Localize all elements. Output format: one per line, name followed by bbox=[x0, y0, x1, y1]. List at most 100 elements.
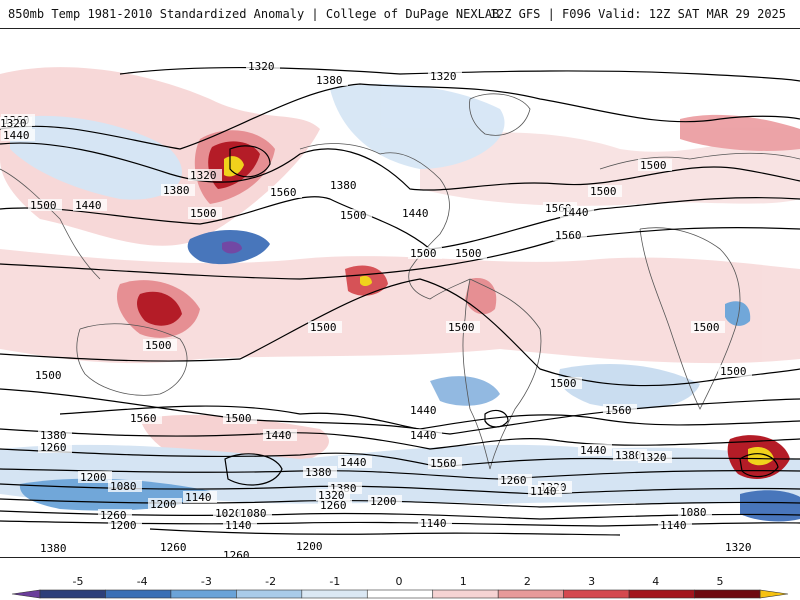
colorbar-swatch bbox=[301, 589, 368, 599]
contour-label: 1140 bbox=[420, 517, 447, 530]
anomaly-shading bbox=[0, 67, 800, 522]
contour-label: 1500 bbox=[145, 339, 172, 352]
contour-labels: 1320138013201260132014401500150014401380… bbox=[0, 60, 757, 558]
contour-label: 1260 bbox=[223, 549, 250, 558]
warm-spot-europe bbox=[680, 114, 800, 151]
colorbar-tick-label: -1 bbox=[329, 575, 341, 588]
contour-label-bg bbox=[143, 339, 177, 351]
anomaly-map: 1320138013201260132014401500150014401380… bbox=[0, 28, 800, 558]
coast-north-america bbox=[299, 143, 471, 300]
warm-area-tropics bbox=[0, 249, 800, 364]
contour-label-bg bbox=[308, 321, 342, 333]
contour-label-bg bbox=[446, 321, 480, 333]
contour-label: 1260 bbox=[320, 499, 347, 512]
contour-label: 1500 bbox=[35, 369, 62, 382]
coastlines bbox=[0, 93, 800, 470]
contour-label-bg bbox=[418, 517, 452, 529]
contour-label-bg bbox=[148, 498, 182, 510]
contour-label: 1380 bbox=[305, 466, 332, 479]
contour-label-bg bbox=[428, 70, 462, 82]
map-svg: 1320138013201260132014401500150014401380… bbox=[0, 60, 800, 558]
contour-label: 1560 bbox=[130, 412, 157, 425]
contour-label: 1380 bbox=[316, 74, 343, 87]
contour-low-alaska bbox=[229, 145, 271, 178]
contour-low-indian bbox=[739, 453, 779, 478]
header: 850mb Temp 1981-2010 Standardized Anomal… bbox=[0, 0, 800, 28]
contour-label-bg bbox=[158, 541, 192, 553]
colorbar-tick-label: 0 bbox=[395, 575, 403, 588]
cold-core-southern-2 bbox=[740, 490, 800, 522]
contour-label: 1560 bbox=[555, 229, 582, 242]
contour-label: 1140 bbox=[530, 485, 557, 498]
contour-label: 1260 bbox=[500, 474, 527, 487]
contour-label-bg bbox=[223, 412, 257, 424]
contour-label: 1260 bbox=[160, 541, 187, 554]
contour-label: 1500 bbox=[340, 209, 367, 222]
contour-1500-subtropics bbox=[0, 278, 800, 387]
colorbar-swatch bbox=[236, 589, 303, 599]
contour-1440-south bbox=[0, 428, 800, 450]
contour-label: 1200 bbox=[370, 495, 397, 508]
cold-core-africa bbox=[725, 301, 751, 326]
contour-label: 1440 bbox=[410, 404, 437, 417]
contour-label-bg bbox=[221, 549, 255, 557]
colorbar-max-arrow bbox=[759, 589, 789, 599]
contour-label: 1200 bbox=[296, 540, 323, 553]
colorbar-tick-label: 5 bbox=[716, 575, 724, 588]
contour-label-bg bbox=[33, 369, 67, 381]
warm-core-central-am-extreme bbox=[360, 275, 372, 286]
map-title: 850mb Temp 1981-2010 Standardized Anomal… bbox=[8, 7, 500, 21]
contour-label-bg bbox=[238, 507, 272, 519]
contour-label-bg bbox=[328, 179, 362, 191]
colorbar-swatch bbox=[170, 589, 237, 599]
contour-label: 1500 bbox=[190, 207, 217, 220]
colorbar-tick-label: -5 bbox=[72, 575, 84, 588]
contour-label-bg bbox=[678, 506, 712, 518]
contour-label-bg bbox=[691, 321, 725, 333]
contour-low-s-atlantic bbox=[484, 409, 509, 428]
contour-label-bg bbox=[108, 480, 142, 492]
colorbar-swatch bbox=[563, 589, 630, 599]
colorbar-swatch bbox=[694, 589, 761, 599]
warm-core-alaska-extreme bbox=[224, 156, 244, 177]
colorbar-tick-label: -3 bbox=[200, 575, 212, 588]
contour-label-bg bbox=[183, 491, 217, 503]
colorbar-swatch bbox=[39, 589, 106, 599]
colorbar-swatch bbox=[432, 589, 499, 599]
contour-low-south-pacific bbox=[224, 453, 283, 486]
contour-label: 1440 bbox=[340, 456, 367, 469]
colorbar-tick-label: -4 bbox=[136, 575, 148, 588]
contour-label-bg bbox=[263, 429, 297, 441]
contour-label: 1200 bbox=[150, 498, 177, 511]
contour-1560-tropics bbox=[0, 227, 800, 280]
contour-label: 1080 bbox=[240, 507, 267, 520]
contour-label: 1440 bbox=[410, 429, 437, 442]
contour-label: 1080 bbox=[680, 506, 707, 519]
contour-label: 1560 bbox=[430, 457, 457, 470]
colorbar-min-arrow bbox=[11, 589, 41, 599]
contour-label-bg bbox=[268, 186, 302, 198]
contour-label: 1500 bbox=[720, 365, 747, 378]
contour-label: 1260 bbox=[40, 441, 67, 454]
contour-label-bg bbox=[38, 542, 72, 554]
colorbar-swatch bbox=[105, 589, 172, 599]
contour-label: 1020 bbox=[215, 507, 242, 520]
contour-label-bg bbox=[28, 199, 62, 211]
colorbar-labels: -5 -4 -3 -2 -1 0 1 2 3 4 5 bbox=[0, 575, 800, 589]
contour-1200-south bbox=[0, 498, 800, 508]
contour-label: 1380 bbox=[615, 449, 642, 462]
coast-australia bbox=[76, 323, 188, 396]
contour-label-bg bbox=[638, 451, 672, 463]
contour-label: 1320 bbox=[640, 451, 667, 464]
colorbar-swatch bbox=[628, 589, 695, 599]
contour-label: 1080 bbox=[110, 480, 137, 493]
contour-label: 1500 bbox=[640, 159, 667, 172]
contour-label-bg bbox=[400, 207, 434, 219]
contour-label-bg bbox=[223, 519, 257, 531]
contour-label-bg bbox=[338, 456, 372, 468]
contour-label: 1440 bbox=[402, 207, 429, 220]
contour-label: 1140 bbox=[185, 491, 212, 504]
cold-area-canada bbox=[330, 84, 505, 169]
contour-label-bg bbox=[718, 365, 752, 377]
contour-label-bg bbox=[128, 412, 162, 424]
